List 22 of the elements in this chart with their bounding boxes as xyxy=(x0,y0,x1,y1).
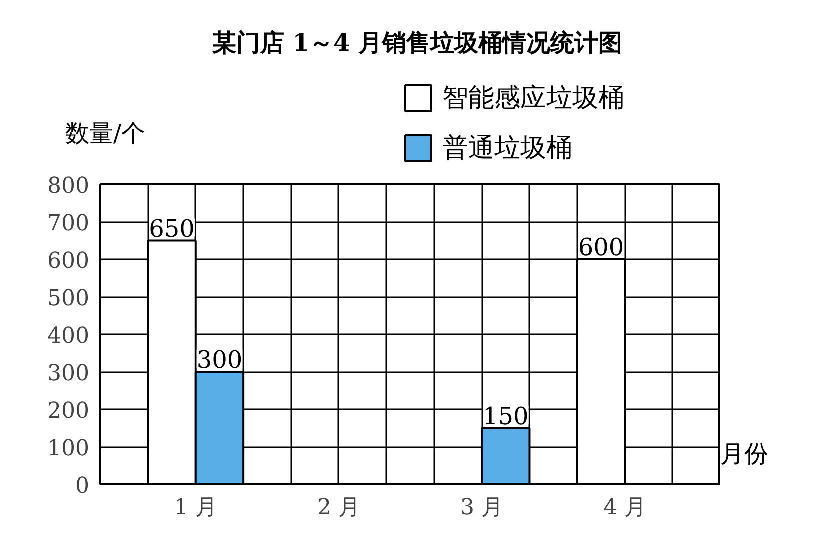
y-tick-label: 100 xyxy=(48,436,90,462)
x-tick-label: 1 月 xyxy=(174,496,218,520)
x-tick-label: 3 月 xyxy=(460,496,504,520)
x-tick-label: 2 月 xyxy=(317,496,360,520)
legend-label: 智能感应垃圾桶 xyxy=(442,84,624,114)
x-tick-label: 4 月 xyxy=(604,496,647,520)
y-tick-label: 500 xyxy=(48,286,90,312)
y-tick-label: 300 xyxy=(48,362,90,386)
y-tick-label: 0 xyxy=(76,474,90,499)
y-tick-label: 700 xyxy=(48,212,90,236)
x-axis-title: 月份 xyxy=(720,440,768,468)
chart-title: 某门店 1～4 月销售垃圾桶情况统计图 xyxy=(212,28,623,57)
data-label: 300 xyxy=(196,346,243,374)
legend-label: 普通垃圾桶 xyxy=(442,134,572,164)
y-axis-title: 数量/个 xyxy=(66,120,146,148)
data-label: 650 xyxy=(149,214,195,243)
y-tick-label: 800 xyxy=(48,174,90,199)
data-label: 600 xyxy=(578,234,624,262)
y-tick-label: 600 xyxy=(48,249,90,274)
y-tick-label: 200 xyxy=(48,399,90,424)
y-tick-label: 400 xyxy=(48,324,90,349)
data-label: 150 xyxy=(482,402,529,430)
